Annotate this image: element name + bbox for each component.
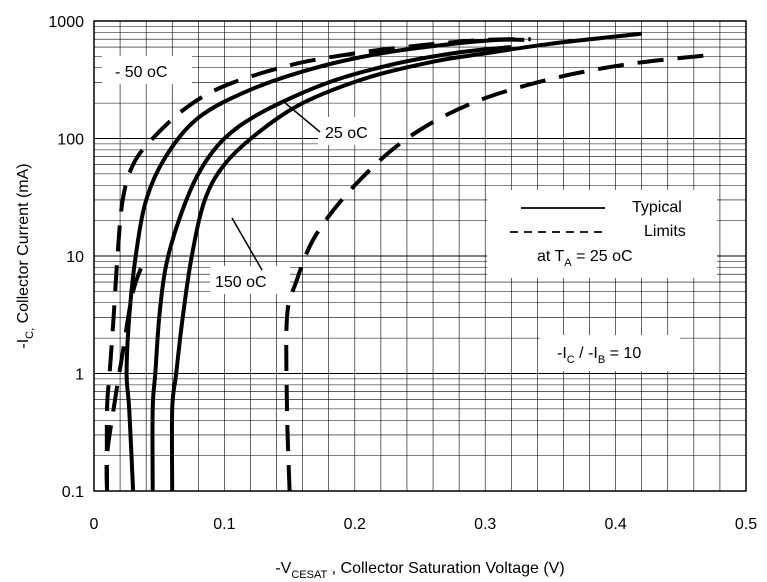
series-line xyxy=(104,255,149,492)
label-box-25 xyxy=(318,117,380,145)
x-tick-label: 0 xyxy=(90,516,99,533)
series-line xyxy=(150,45,512,492)
x-tick-label: 0.3 xyxy=(474,516,496,533)
y-axis-title: -IC, Collector Current (mA) xyxy=(15,163,36,348)
series-line xyxy=(284,53,708,492)
plot-frame xyxy=(93,20,747,492)
x-tick-label: 0.2 xyxy=(344,516,366,533)
curves xyxy=(104,31,708,492)
series-line xyxy=(124,37,525,492)
label-box-150 xyxy=(210,266,290,294)
label-150: 150 oC xyxy=(215,274,267,291)
legend-condition: at TA = 25 oC xyxy=(537,248,633,269)
label-25: 25 oC xyxy=(325,125,368,142)
x-tick-label: 0.5 xyxy=(735,516,757,533)
label-m50: - 50 oC xyxy=(115,64,167,81)
series-line xyxy=(104,37,531,492)
leader-25 xyxy=(283,101,321,133)
y-tick-label: 100 xyxy=(57,132,84,149)
leader-150 xyxy=(231,217,263,271)
x-tick-label: 0.4 xyxy=(604,516,626,533)
y-tick-label: 10 xyxy=(66,249,84,266)
y-tick-label: 0.1 xyxy=(62,484,84,501)
x-tick-label: 0.1 xyxy=(213,516,235,533)
x-axis-title: -VCESAT , Collector Saturation Voltage (… xyxy=(275,560,564,581)
label-box-m50 xyxy=(102,56,192,84)
y-tick-label: 1 xyxy=(75,367,84,384)
legend-box xyxy=(487,190,717,278)
x-tick-labels: 0 0.1 0.2 0.3 0.4 0.5 xyxy=(90,516,758,533)
legend-typical: Typical xyxy=(632,199,682,216)
y-tick-label: 1000 xyxy=(48,14,84,31)
ratio-label: -IC / -IB = 10 xyxy=(557,345,641,366)
legend-limits: Limits xyxy=(644,223,686,240)
y-tick-labels: 0.1 1 10 100 1000 xyxy=(48,14,84,501)
ratio-box xyxy=(540,335,680,371)
series-line xyxy=(169,31,642,492)
